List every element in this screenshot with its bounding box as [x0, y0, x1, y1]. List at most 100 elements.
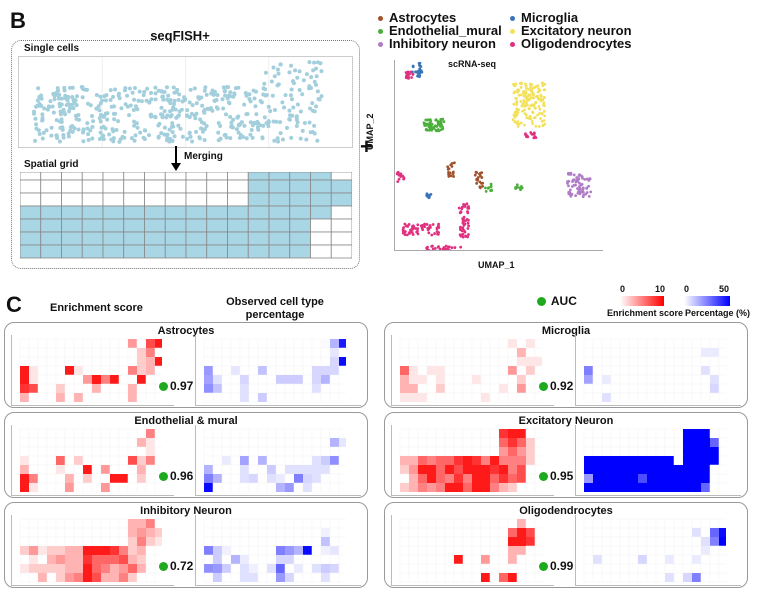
- heatmap-cell: [526, 357, 535, 366]
- heatmap-cell: [20, 456, 29, 465]
- heatmap-cell: [436, 474, 445, 483]
- cell-point: [268, 109, 273, 114]
- heatmap-cell: [665, 555, 674, 564]
- heatmap-cell: [266, 347, 277, 358]
- cell-point: [117, 96, 122, 101]
- heatmap-cell: [584, 474, 593, 483]
- heatmap-cell: [489, 383, 500, 394]
- heatmap-cell: [489, 536, 500, 547]
- heatmap-cell: [620, 474, 629, 483]
- heatmap-cell: [56, 456, 65, 465]
- grid-cell: [227, 244, 249, 259]
- umap-point: [406, 225, 410, 228]
- heatmap-cell: [249, 564, 258, 573]
- heatmap-cell: [628, 374, 639, 385]
- heatmap-cell: [427, 474, 436, 483]
- heatmap-cell: [409, 384, 418, 393]
- heatmap-cell: [46, 347, 57, 358]
- heatmap-cell: [221, 482, 232, 493]
- heatmap-cell: [471, 563, 482, 574]
- cell-point: [295, 75, 300, 80]
- heatmap-cell: [92, 555, 101, 564]
- heatmap-cell: [65, 366, 74, 375]
- heatmap-cell: [230, 464, 241, 475]
- cell-point: [171, 105, 176, 110]
- heatmap-cell: [408, 518, 419, 529]
- cell-point: [295, 102, 300, 107]
- umap-point: [414, 70, 417, 74]
- grid-cell: [310, 244, 332, 259]
- heatmap-cell: [64, 518, 75, 529]
- heatmap-cell: [137, 519, 146, 528]
- heatmap-cell: [417, 536, 428, 547]
- heatmap-cell: [20, 564, 29, 573]
- heatmap-cell: [709, 428, 720, 439]
- heatmap-cell: [230, 536, 241, 547]
- heatmap-cell: [128, 546, 137, 555]
- heatmap-cell: [655, 428, 666, 439]
- grid-cell: [19, 231, 42, 246]
- umap-point: [436, 122, 440, 125]
- heatmap-cell: [508, 555, 517, 564]
- cell-point: [242, 102, 247, 107]
- heatmap-cell: [338, 428, 346, 439]
- heatmap-cell: [266, 536, 277, 547]
- umap-point: [427, 128, 431, 132]
- heatmap-cell: [83, 555, 92, 564]
- heatmap-cell: [330, 348, 339, 357]
- cell-point: [125, 93, 130, 98]
- cell-point: [111, 94, 116, 99]
- umap-point: [396, 171, 399, 175]
- heatmap-cell: [534, 545, 542, 556]
- heatmap-cell: [638, 474, 647, 483]
- umap-point: [435, 129, 438, 133]
- heatmap-cell: [136, 383, 147, 394]
- cell-point: [159, 89, 164, 94]
- cell-point: [200, 103, 205, 108]
- cell-point: [301, 78, 306, 83]
- heatmap-cell: [258, 393, 267, 402]
- heatmap-cell: [426, 428, 437, 439]
- heatmap-cell: [399, 446, 410, 457]
- umap-point: [513, 120, 517, 124]
- heatmap-cell: [610, 563, 621, 574]
- heatmap-cell: [118, 365, 129, 376]
- heatmap-cell: [664, 563, 675, 574]
- heatmap-cell: [583, 545, 594, 556]
- heatmap-cell: [329, 536, 340, 547]
- heatmap-cell: [28, 527, 39, 538]
- heatmap-cell: [338, 392, 346, 403]
- heatmap-cell: [399, 347, 410, 358]
- heatmap-cell: [673, 338, 684, 349]
- heatmap-cell: [239, 446, 250, 457]
- cell-point: [280, 137, 285, 142]
- heatmap-cell: [637, 527, 648, 538]
- heatmap-cell: [673, 455, 684, 466]
- heatmap-cell: [55, 527, 66, 538]
- grid-cell: [227, 218, 249, 233]
- heatmap-cell: [489, 518, 500, 529]
- umap-point: [423, 225, 427, 228]
- heatmap-cell: [417, 554, 428, 565]
- cell-point: [263, 93, 268, 98]
- heatmap-cell: [128, 384, 137, 393]
- heatmap-cell: [701, 456, 710, 465]
- heatmap-cell: [338, 482, 346, 493]
- heatmap-cell: [230, 383, 241, 394]
- umap-point: [583, 177, 587, 181]
- grid-cell: [81, 179, 104, 194]
- heatmap-cell: [489, 437, 500, 448]
- heatmap-cell: [682, 392, 693, 403]
- heatmap-cell: [101, 465, 110, 474]
- heatmap-cell: [312, 375, 321, 384]
- grid-cell: [144, 179, 166, 194]
- umap-point: [521, 109, 524, 113]
- heatmap-cell: [302, 383, 313, 394]
- cell-point: [194, 101, 199, 106]
- cell-point: [178, 126, 183, 131]
- cell-point: [86, 132, 91, 137]
- heatmap-cell: [330, 564, 339, 573]
- cell-point: [165, 136, 170, 141]
- heatmap-cell: [284, 428, 295, 439]
- cell-point: [100, 98, 105, 103]
